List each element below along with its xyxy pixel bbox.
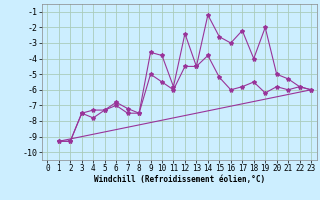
X-axis label: Windchill (Refroidissement éolien,°C): Windchill (Refroidissement éolien,°C) — [94, 175, 265, 184]
